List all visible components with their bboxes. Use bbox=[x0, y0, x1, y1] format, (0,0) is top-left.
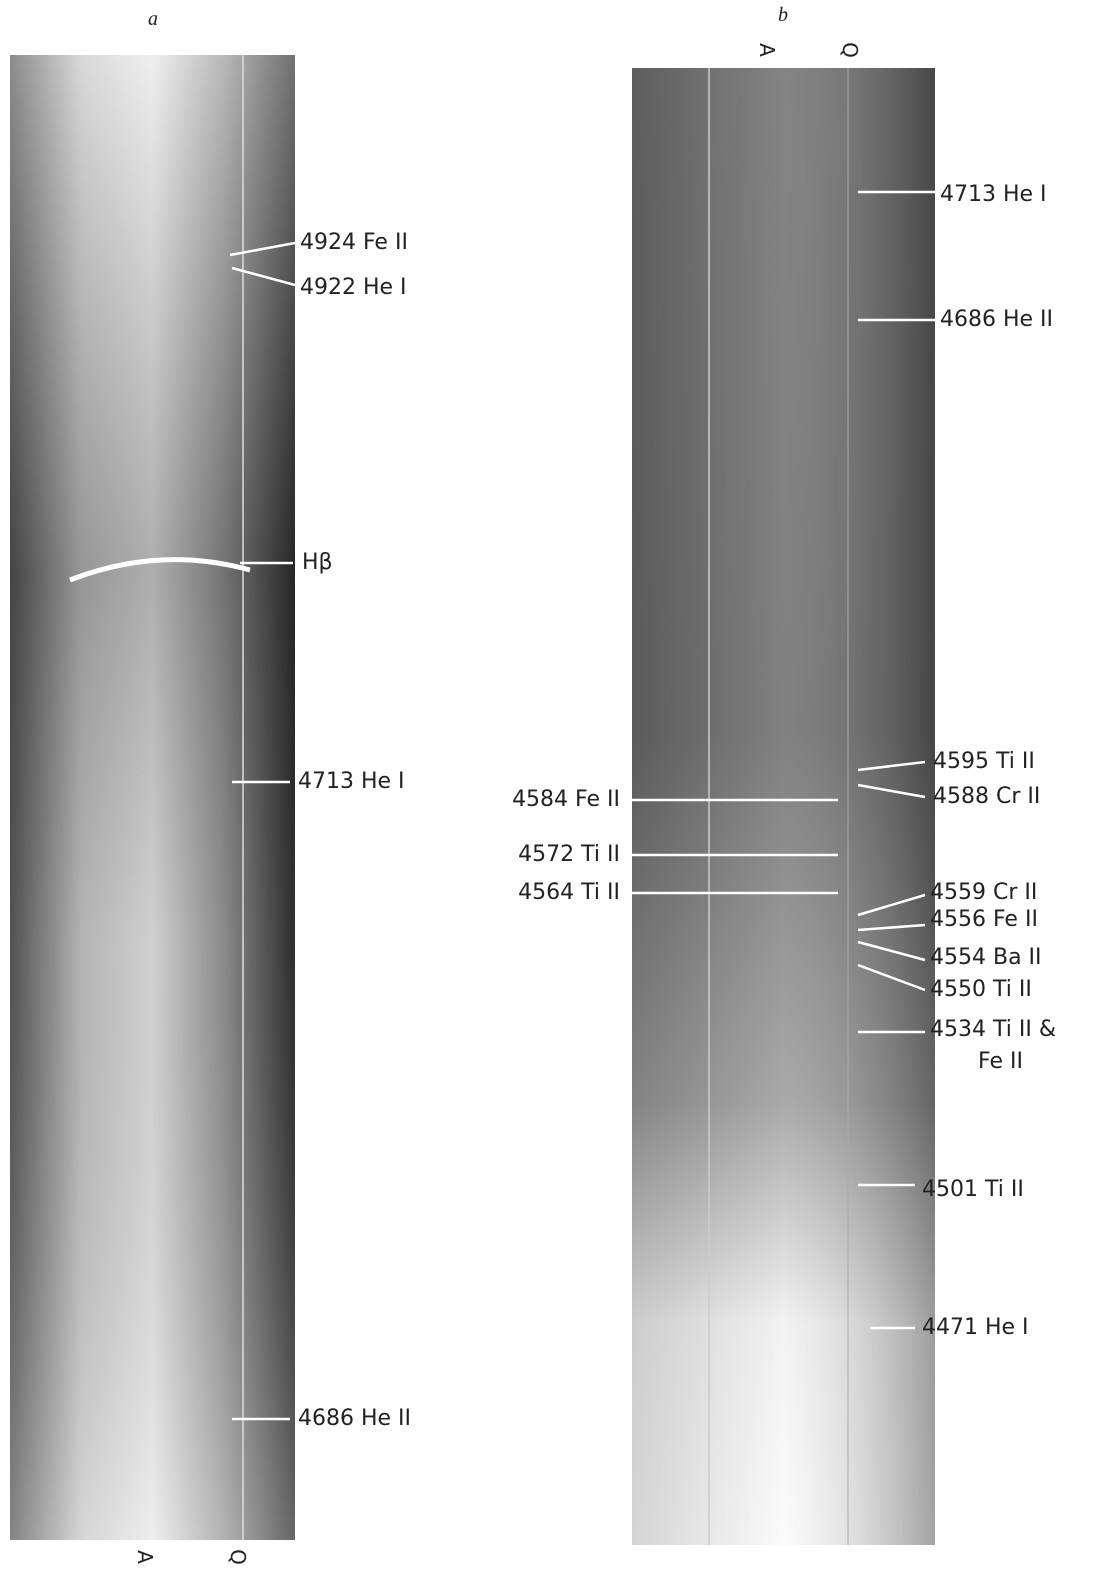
line-label: 4556 Fe II bbox=[930, 907, 1038, 933]
line-label: 4564 Ti II bbox=[400, 880, 620, 906]
line-label: 4584 Fe II bbox=[400, 787, 620, 813]
line-label: 4554 Ba II bbox=[930, 945, 1042, 971]
panel-letter: a bbox=[148, 8, 158, 31]
line-label: Fe II bbox=[978, 1049, 1023, 1075]
line-label: 4922 He I bbox=[300, 275, 407, 301]
marker: A bbox=[755, 43, 779, 57]
line-label: 4572 Ti II bbox=[400, 842, 620, 868]
panel-letter: b bbox=[778, 4, 788, 27]
plate-b bbox=[632, 68, 935, 1545]
line-label: 4550 Ti II bbox=[930, 977, 1032, 1003]
line-label: Hβ bbox=[302, 550, 333, 576]
line-label: 4713 He I bbox=[298, 769, 405, 795]
marker: Q bbox=[838, 42, 862, 58]
line-label: 4534 Ti II & bbox=[930, 1017, 1056, 1043]
plate-a bbox=[10, 55, 295, 1540]
line-label: 4559 Cr II bbox=[930, 880, 1037, 906]
marker: A bbox=[133, 1550, 157, 1564]
marker: Q bbox=[226, 1549, 250, 1565]
line-label: 4924 Fe II bbox=[300, 230, 408, 256]
line-label: 4595 Ti II bbox=[933, 749, 1035, 775]
line-label: 4713 He I bbox=[940, 182, 1047, 208]
line-label: 4471 He I bbox=[922, 1315, 1029, 1341]
line-label: 4686 He II bbox=[940, 307, 1053, 333]
figure: a b A Q A Q 4924 Fe II 4922 He I Hβ 4713… bbox=[0, 0, 1098, 1570]
line-label: 4686 He II bbox=[298, 1406, 411, 1432]
line-label: 4501 Ti II bbox=[922, 1177, 1024, 1203]
line-label: 4588 Cr II bbox=[933, 784, 1040, 810]
